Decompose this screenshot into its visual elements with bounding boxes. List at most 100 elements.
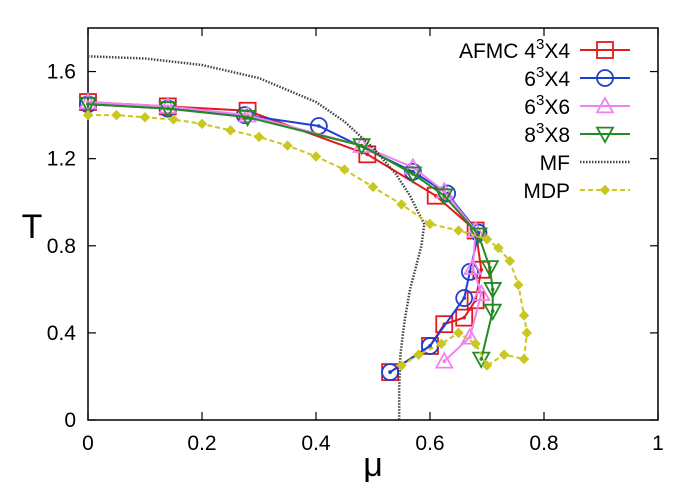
y-axis-label: T (22, 208, 43, 246)
y-tick-label: 1.6 (47, 61, 76, 84)
data-point (367, 181, 379, 193)
data-point (82, 109, 94, 121)
data-point (381, 363, 400, 381)
legend-label-main: MDP (523, 180, 570, 203)
data-point-dot (488, 265, 492, 270)
data-point (403, 162, 422, 181)
data-point-dot (86, 102, 90, 107)
data-point (168, 114, 179, 125)
legend-entry-5: MDP (523, 180, 630, 203)
legend-label-tail: X4 (544, 40, 570, 63)
data-point-dot (317, 124, 321, 128)
data-point (480, 260, 500, 278)
x-tick-label: 0 (82, 432, 94, 455)
y-tick-label: 0.8 (47, 235, 76, 258)
data-point (424, 218, 436, 230)
data-point-dot (388, 370, 392, 374)
legend-label: AFMC 43X4 (459, 36, 570, 63)
data-point-dot (490, 309, 495, 313)
legend-label: 63X4 (524, 64, 570, 91)
data-point (493, 242, 504, 254)
data-point (453, 327, 464, 339)
data-point (339, 164, 350, 175)
y-tick-label: 0.4 (47, 322, 77, 345)
data-point-dot (245, 115, 250, 120)
data-point (434, 351, 454, 369)
series-line (88, 114, 528, 368)
data-point-dot (479, 267, 484, 272)
data-point (521, 327, 533, 339)
series-line (87, 103, 494, 360)
x-tick-label: 0.8 (529, 432, 558, 455)
data-point (436, 338, 447, 349)
data-point-dot (411, 172, 415, 176)
plot-border (87, 27, 659, 421)
legend-entry-1: 63X4 (524, 64, 630, 91)
legend-label-main: 6 (524, 96, 536, 119)
data-point (481, 234, 493, 245)
data-point (352, 138, 372, 156)
data-point (78, 96, 98, 115)
data-point-dot (428, 344, 432, 348)
series-line (87, 55, 426, 420)
legend-label-main: AFMC 4 (459, 40, 536, 63)
data-point-dot (442, 189, 447, 194)
data-point-dot (462, 315, 467, 320)
data-point-dot (442, 359, 447, 364)
legend-label-tail: X8 (544, 124, 570, 147)
x-tick-label: 0.6 (415, 432, 444, 455)
legend-marker (595, 126, 615, 144)
y-tick-label: 1.2 (47, 148, 76, 171)
legend-label-tail: X4 (544, 68, 570, 91)
data-point (518, 310, 530, 321)
data-point (455, 289, 474, 307)
series-2 (78, 92, 491, 369)
legend-marker (596, 41, 614, 59)
data-point-dot (470, 265, 475, 270)
legend-entry-3: 83X8 (524, 120, 630, 147)
data-point-dot (490, 287, 495, 292)
legend-marker (595, 96, 615, 114)
data-point (403, 166, 423, 184)
series-3 (78, 96, 503, 369)
data-point (434, 188, 454, 206)
data-point (453, 225, 464, 236)
legend-label-main: MF (540, 152, 570, 175)
legend-entry-4: MF (540, 152, 630, 175)
legend-marker (596, 69, 614, 87)
plot-frame (87, 27, 659, 421)
data-point (225, 125, 236, 136)
data-point (463, 257, 483, 275)
data-point (483, 282, 503, 300)
data-point (253, 131, 265, 143)
data-point (396, 360, 407, 371)
data-point (238, 105, 258, 123)
data-point (434, 181, 454, 199)
legend-label-sup: 3 (536, 120, 544, 137)
data-point (471, 283, 491, 301)
legend-label: 63X6 (524, 92, 570, 119)
data-point (158, 101, 178, 119)
legend-marker (599, 184, 611, 196)
data-point-dot (468, 335, 472, 340)
data-point (158, 96, 178, 114)
data-point-dot (468, 270, 472, 274)
x-tick-label: 1 (652, 432, 664, 455)
data-point-dot (479, 291, 484, 296)
data-point (310, 151, 322, 162)
legend-label-sup: 3 (536, 92, 544, 109)
data-point (435, 315, 454, 334)
x-axis-label: μ (363, 446, 383, 482)
data-point-dot (166, 106, 170, 111)
data-point-dot (442, 193, 447, 198)
x-tick-label: 0.4 (301, 432, 331, 455)
data-point (111, 109, 122, 121)
data-point (139, 112, 151, 123)
x-tick-label: 0.2 (187, 432, 216, 455)
data-point (483, 303, 503, 321)
series-line (87, 101, 483, 373)
data-point (282, 140, 293, 151)
data-point (481, 360, 493, 371)
data-point-dot (479, 357, 484, 361)
